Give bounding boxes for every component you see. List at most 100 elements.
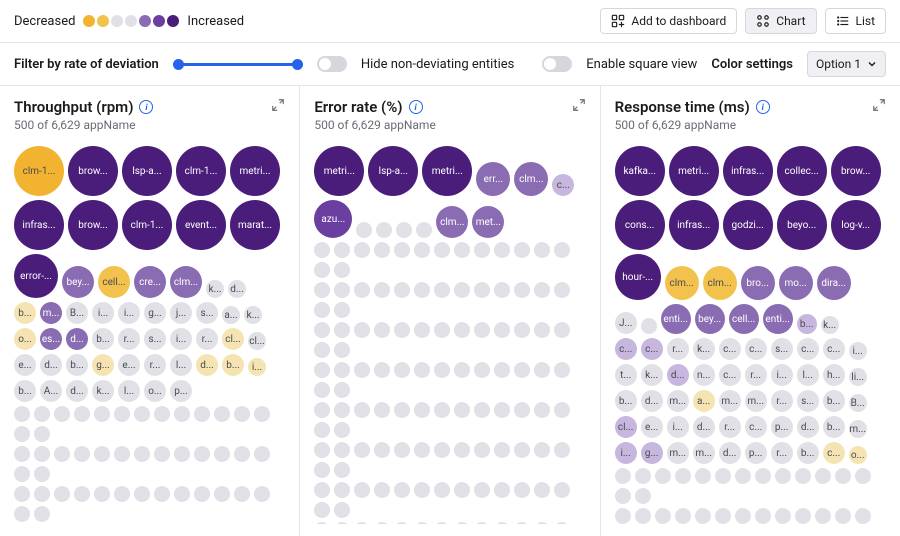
entity-bubble[interactable]: p... [745,442,767,464]
entity-bubble[interactable] [494,522,510,524]
entity-bubble[interactable] [34,406,50,422]
entity-bubble[interactable] [795,468,811,484]
entity-bubble[interactable] [314,382,330,398]
entity-bubble[interactable] [334,382,350,398]
entity-bubble[interactable]: infras... [14,200,64,250]
entity-bubble[interactable] [494,242,510,258]
entity-bubble[interactable]: b... [14,380,36,402]
entity-bubble[interactable] [134,446,150,462]
entity-bubble[interactable]: b... [222,354,244,376]
entity-bubble[interactable] [755,468,771,484]
entity-bubble[interactable]: b... [823,416,845,438]
entity-bubble[interactable] [334,402,350,418]
entity-bubble[interactable] [174,406,190,422]
entity-bubble[interactable] [554,242,570,258]
entity-bubble[interactable] [174,486,190,502]
entity-bubble[interactable]: lsp-a... [368,146,418,196]
entity-bubble[interactable] [514,362,530,378]
entity-bubble[interactable] [615,488,631,504]
entity-bubble[interactable]: c... [797,338,819,360]
entity-bubble[interactable] [534,482,550,498]
entity-bubble[interactable] [14,466,30,482]
entity-bubble[interactable] [474,402,490,418]
entity-bubble[interactable]: clm... [170,266,202,298]
entity-bubble[interactable] [374,522,390,524]
entity-bubble[interactable] [194,446,210,462]
entity-bubble[interactable] [374,322,390,338]
entity-bubble[interactable] [14,506,30,522]
expand-button[interactable] [271,98,285,116]
entity-bubble[interactable]: s... [144,328,166,350]
entity-bubble[interactable] [534,322,550,338]
entity-bubble[interactable] [635,468,651,484]
entity-bubble[interactable] [134,406,150,422]
entity-bubble[interactable] [514,282,530,298]
entity-bubble[interactable] [54,486,70,502]
entity-bubble[interactable] [194,406,210,422]
entity-bubble[interactable]: brow... [68,146,118,196]
entity-bubble[interactable]: c... [823,338,845,360]
entity-bubble[interactable] [434,402,450,418]
entity-bubble[interactable] [795,508,811,524]
entity-bubble[interactable] [354,402,370,418]
entity-bubble[interactable] [34,446,50,462]
entity-bubble[interactable] [755,508,771,524]
entity-bubble[interactable] [655,468,671,484]
entity-bubble[interactable]: b... [797,314,817,334]
entity-bubble[interactable]: cl... [248,332,266,350]
entity-bubble[interactable] [394,522,410,524]
info-icon[interactable]: i [756,100,770,114]
entity-bubble[interactable] [314,362,330,378]
entity-bubble[interactable] [334,322,350,338]
entity-bubble[interactable] [554,522,570,524]
entity-bubble[interactable] [314,522,330,524]
entity-bubble[interactable] [394,362,410,378]
entity-bubble[interactable] [354,282,370,298]
entity-bubble[interactable] [334,282,350,298]
entity-bubble[interactable] [434,282,450,298]
entity-bubble[interactable]: m... [667,390,689,412]
entity-bubble[interactable] [14,406,30,422]
entity-bubble[interactable]: B... [849,394,867,412]
entity-bubble[interactable]: m... [667,442,689,464]
entity-bubble[interactable] [374,482,390,498]
entity-bubble[interactable] [775,508,791,524]
entity-bubble[interactable]: marat... [230,200,280,250]
entity-bubble[interactable] [34,466,50,482]
entity-bubble[interactable]: mo... [779,266,813,300]
entity-bubble[interactable] [114,406,130,422]
entity-bubble[interactable]: s... [797,390,819,412]
entity-bubble[interactable]: event... [176,200,226,250]
entity-bubble[interactable]: g... [144,302,166,324]
entity-bubble[interactable] [354,442,370,458]
entity-bubble[interactable]: d... [66,328,88,350]
entity-bubble[interactable] [454,442,470,458]
entity-bubble[interactable]: infras... [669,200,719,250]
entity-bubble[interactable]: m... [719,390,741,412]
entity-bubble[interactable]: enti... [661,304,691,334]
entity-bubble[interactable] [695,468,711,484]
entity-bubble[interactable] [154,406,170,422]
entity-bubble[interactable] [474,442,490,458]
entity-bubble[interactable] [655,508,671,524]
entity-bubble[interactable] [394,442,410,458]
entity-bubble[interactable]: met... [472,206,504,238]
entity-bubble[interactable]: metri... [422,146,472,196]
entity-bubble[interactable]: r... [745,364,767,386]
entity-bubble[interactable]: c... [719,338,741,360]
entity-bubble[interactable] [334,482,350,498]
entity-bubble[interactable] [334,302,350,318]
entity-bubble[interactable] [14,486,30,502]
entity-bubble[interactable]: beyo... [777,200,827,250]
entity-bubble[interactable] [14,426,30,442]
entity-bubble[interactable] [234,406,250,422]
entity-bubble[interactable] [735,508,751,524]
entity-bubble[interactable]: cell... [98,266,130,298]
entity-bubble[interactable] [514,242,530,258]
entity-bubble[interactable] [434,482,450,498]
entity-bubble[interactable]: hour-... [615,254,661,300]
entity-bubble[interactable] [855,508,871,524]
entity-bubble[interactable] [74,486,90,502]
entity-bubble[interactable] [534,362,550,378]
entity-bubble[interactable] [314,402,330,418]
